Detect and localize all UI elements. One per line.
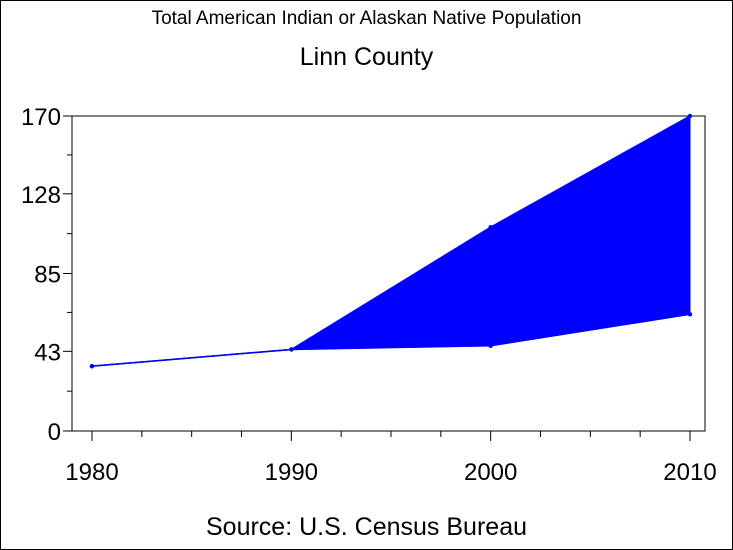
data-point-1 xyxy=(687,113,693,119)
y-tick-label: 43 xyxy=(34,339,61,366)
x-tick-label: 2000 xyxy=(464,459,517,486)
chart-title: Total American Indian or Alaskan Native … xyxy=(151,8,582,29)
source-note: Source: U.S. Census Bureau xyxy=(206,513,527,541)
y-tick-label: 85 xyxy=(34,262,61,289)
y-tick-label: 170 xyxy=(21,104,61,131)
chart-subtitle: Linn County xyxy=(299,43,434,71)
data-point-0 xyxy=(687,312,693,317)
series-line-1 xyxy=(91,115,691,367)
data-point-1 xyxy=(488,224,493,230)
data-point-0 xyxy=(488,343,493,348)
x-tick-label: 1980 xyxy=(65,459,118,486)
y-tick-label: 0 xyxy=(48,419,61,446)
x-tick-label: 1990 xyxy=(265,459,318,486)
data-point-1 xyxy=(89,363,95,369)
fill-band xyxy=(289,115,691,351)
x-tick-label: 2010 xyxy=(663,459,716,486)
y-tick-label: 128 xyxy=(21,182,61,209)
data-point-1 xyxy=(289,347,294,352)
